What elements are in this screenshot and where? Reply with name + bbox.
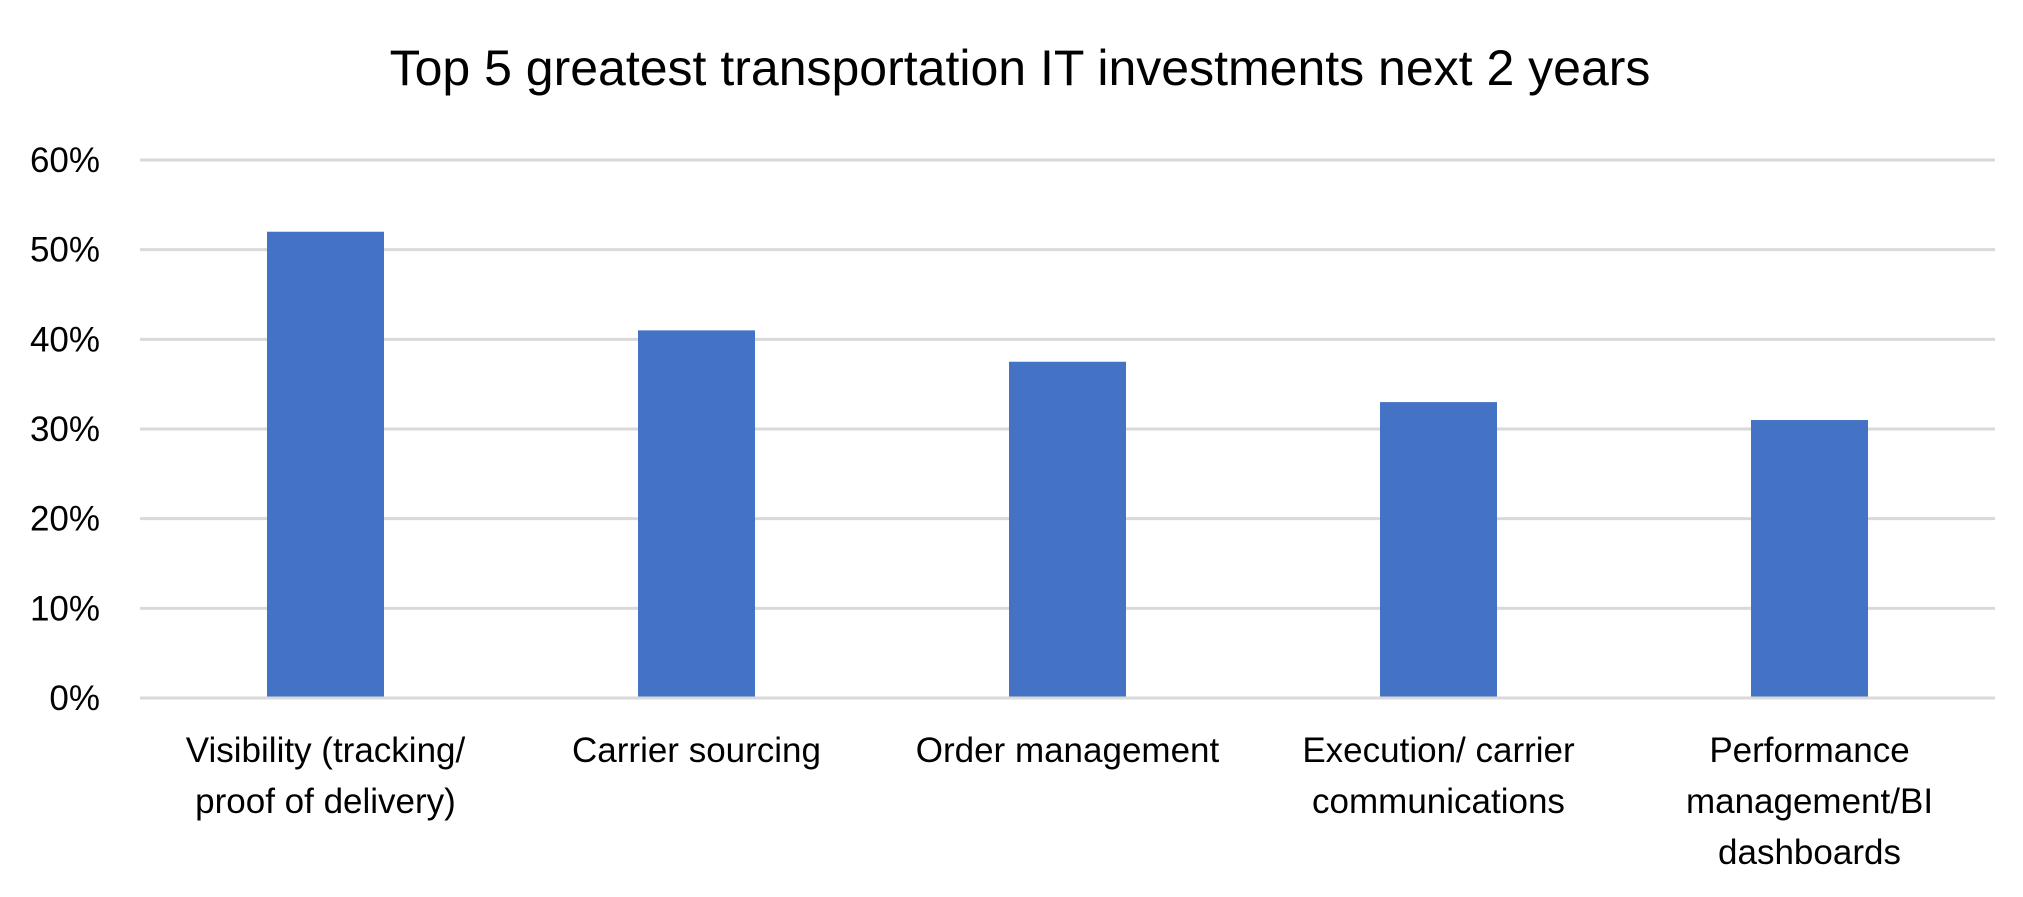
category-label-3: Order management	[916, 731, 1220, 770]
y-tick-label: 10%	[30, 589, 100, 628]
category-label-5: Performance management/BI dashboards	[1686, 731, 1933, 872]
y-axis-tick-labels: 0% 10% 20% 30% 40% 50% 60%	[30, 141, 100, 718]
category-label-2: Carrier sourcing	[572, 731, 821, 770]
bar-3	[1009, 361, 1126, 698]
bar-5	[1751, 420, 1868, 698]
y-tick-label: 60%	[30, 141, 100, 180]
bar-1	[267, 231, 384, 698]
x-axis-category-labels: Visibility (tracking/proof of delivery) C…	[186, 731, 1933, 872]
y-tick-label: 30%	[30, 410, 100, 449]
category-label-line: Performance	[1709, 731, 1909, 770]
category-label-line: dashboards	[1718, 833, 1901, 872]
category-label-line: proof of delivery)	[195, 782, 456, 821]
category-label-line: Carrier sourcing	[572, 731, 821, 770]
category-label-1: Visibility (tracking/proof of delivery)	[186, 731, 466, 821]
category-label-line: Visibility (tracking/	[186, 731, 466, 770]
y-tick-label: 0%	[49, 679, 100, 718]
chart-title: Top 5 greatest transportation IT investm…	[390, 40, 1651, 96]
y-tick-label: 20%	[30, 500, 100, 539]
y-tick-label: 40%	[30, 320, 100, 359]
category-label-line: management/BI	[1686, 782, 1933, 821]
bars	[267, 231, 1868, 698]
bar-2	[638, 330, 755, 698]
category-label-line: communications	[1312, 782, 1565, 821]
y-tick-label: 50%	[30, 231, 100, 270]
category-label-line: Order management	[916, 731, 1220, 770]
category-label-4: Execution/ carrier communications	[1302, 731, 1575, 821]
bar-4	[1380, 402, 1497, 698]
category-label-line: Execution/ carrier	[1302, 731, 1575, 770]
